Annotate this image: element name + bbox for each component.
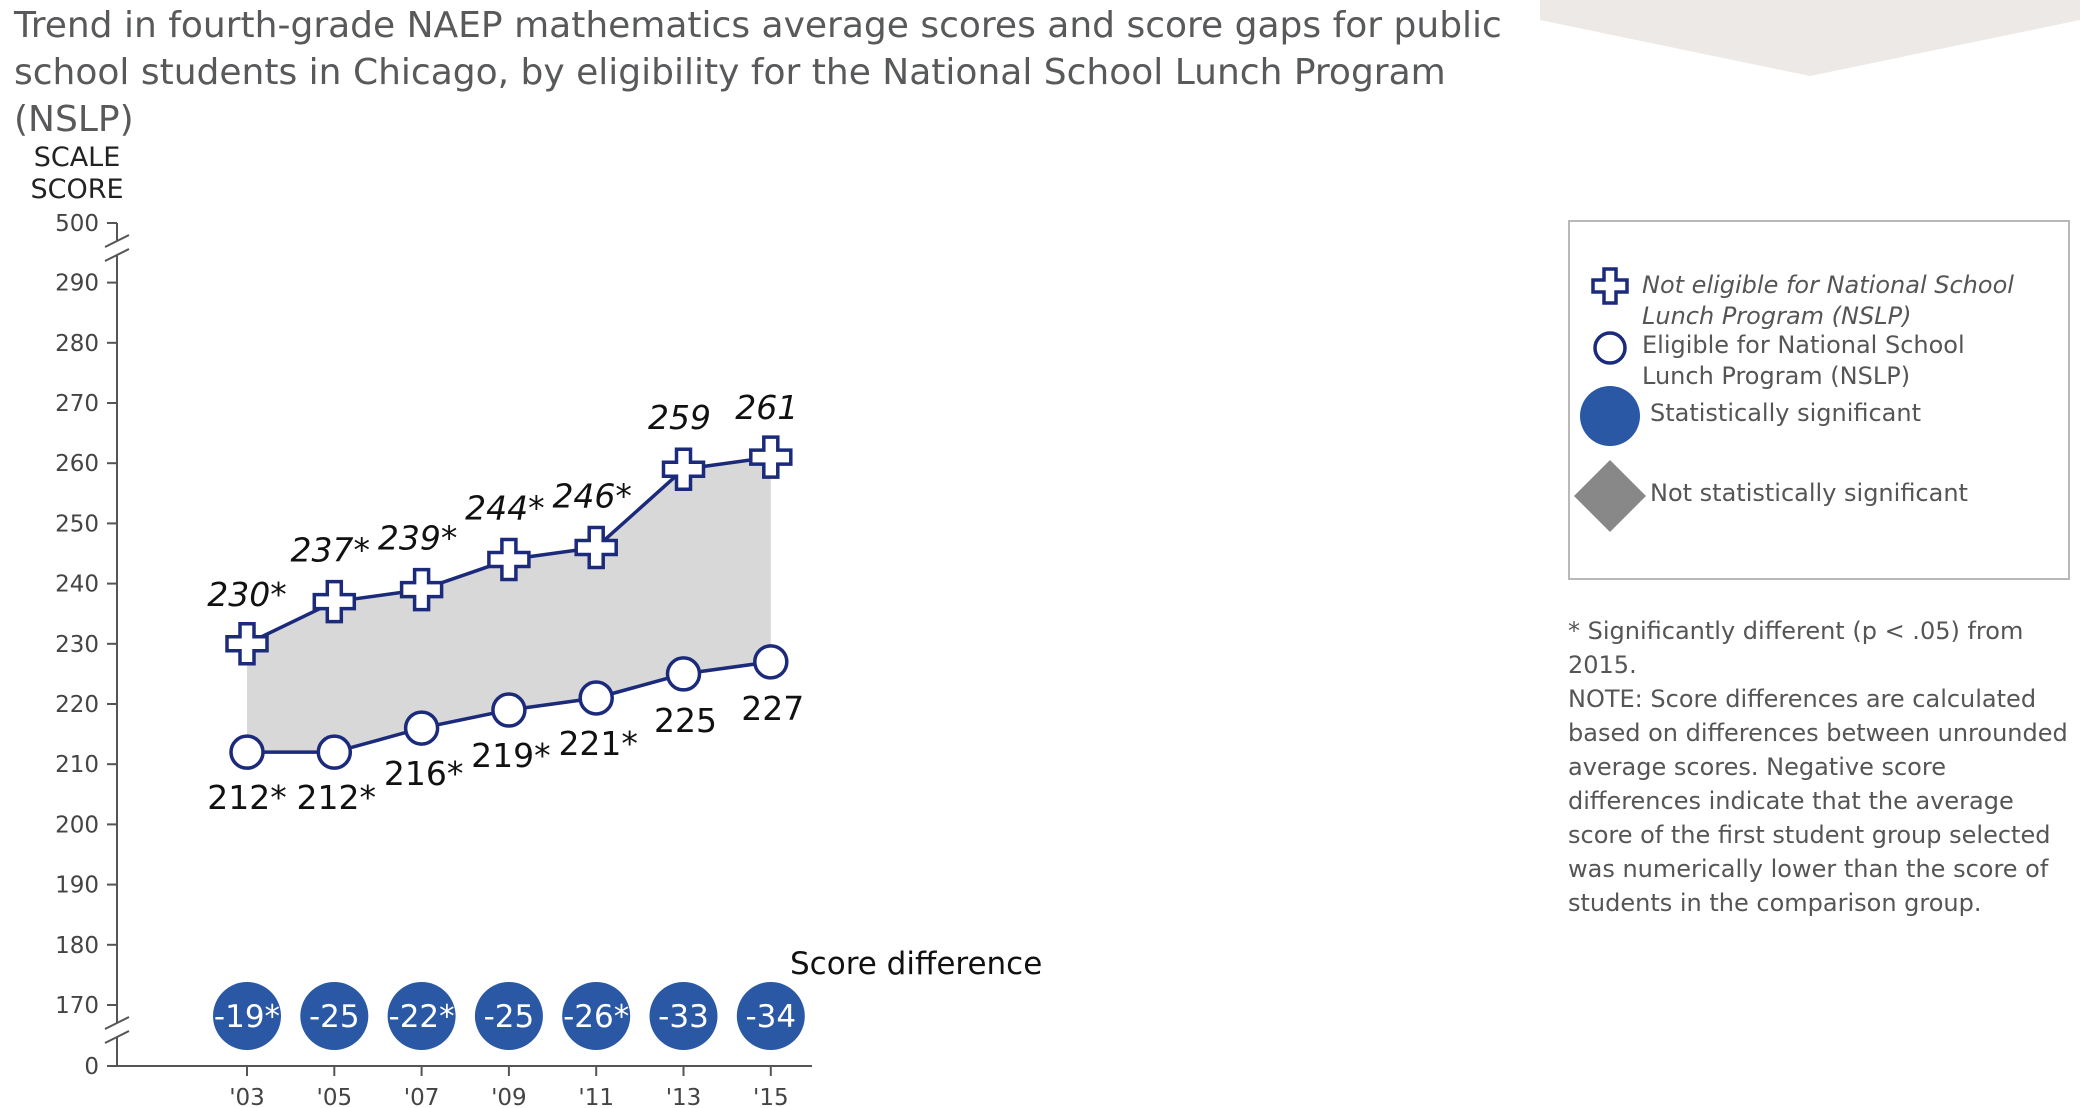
score-difference-value: -25 [484,999,535,1035]
circle-marker [316,734,353,770]
score-difference-note: NOTE: Score differences are calculated b… [1568,685,2068,917]
circle-marker [491,692,527,728]
y-tick-label: 200 [55,812,99,838]
eligible-value-label: 212* [207,778,287,817]
y-tick-label: 170 [55,993,99,1019]
not-eligible-value-label: 244* [465,489,545,528]
axis-break-mark [104,1016,130,1030]
score-difference-value: -25 [309,999,360,1035]
eligible-value-label: 216* [384,754,464,793]
score-difference-circle [649,982,718,1050]
score-difference-circle [213,982,281,1050]
y-tick-label: 500 [55,211,99,237]
y-tick-label: 190 [55,873,99,899]
circle-marker [665,656,702,692]
cross-marker [312,579,357,624]
cross-marker [225,622,269,666]
y-tick-label: 250 [55,511,99,537]
legend-not-eligible-label: Not eligible for National School Lunch P… [1642,271,2014,330]
axis-break-mark [104,248,130,262]
circle-marker-icon [1593,331,1627,365]
eligible-value-label: 227 [741,689,804,728]
x-tick-label: '11 [578,1085,614,1108]
cross-marker [399,567,444,612]
circle-marker [578,680,614,716]
legend-eligible-label: Eligible for National School Lunch Progr… [1642,331,1965,390]
y-tick-label: 230 [55,632,99,658]
chart-title: Trend in fourth-grade NAEP mathematics a… [14,5,1502,140]
cross-marker [574,525,618,570]
score-difference-value: -22* [389,999,455,1035]
axis-break-mark [104,234,130,248]
legend: Not eligible for National School Lunch P… [1568,220,2070,580]
header-banner-shape [1540,0,2080,76]
y-axis-title-line: SCALE [34,142,121,173]
score-difference-circle [387,982,456,1050]
not-significant-diamond-icon [1574,460,1646,532]
x-tick-label: '15 [753,1085,789,1108]
score-difference-row: Score difference -19* -25 -22* -25 -26* -33 -34 [213,946,1042,1050]
footnotes: * Significantly different (p < .05) from… [1568,614,2068,920]
axis-break-mark [104,1030,130,1044]
circle-marker [753,644,789,680]
cross-marker-icon [1591,267,1629,305]
x-tick-label: '03 [229,1085,265,1108]
x-tick-label: '13 [666,1085,702,1108]
y-tick-label: 220 [55,692,99,718]
cross-marker [661,447,706,491]
cross-marker [749,435,793,479]
gap-shading [247,457,771,753]
not-eligible-value-label: 239* [378,519,458,558]
y-axis-title-line: SCORE [30,174,123,205]
eligible-value-label: 225 [654,701,717,740]
significance-note: * Significantly different (p < .05) from… [1568,617,2024,679]
eligible-value-label: 219* [471,736,551,775]
score-difference-circle [562,982,631,1050]
x-tick-label: '05 [317,1085,353,1108]
not-eligible-value-label: 230* [207,575,287,614]
cross-marker [487,537,531,582]
score-difference-value: -34 [745,999,796,1035]
not-eligible-value-label: 246* [552,476,632,515]
y-tick-label: 260 [55,451,99,477]
series-markers [225,435,793,770]
circle-marker [229,734,265,770]
y-tick-label: 180 [55,933,99,959]
score-difference-value: -33 [658,999,709,1035]
score-difference-label: Score difference [790,946,1042,982]
y-tick-label: 240 [55,572,99,598]
score-difference-value: -19* [214,999,280,1035]
score-difference-circle [736,982,805,1050]
legend-not-significant-label: Not statistically significant [1650,479,1968,507]
eligible-value-label: 221* [558,724,638,763]
score-difference-circle [300,982,369,1050]
significant-circle-icon [1580,386,1640,446]
score-difference-circle [474,982,543,1050]
y-tick-label: 0 [84,1054,99,1080]
not-eligible-value-label: 237* [291,531,371,570]
x-tick-label: '09 [491,1085,527,1108]
eligible-value-label: 212* [297,778,377,817]
legend-significant-label: Statistically significant [1650,399,1922,427]
y-tick-label: 210 [55,752,99,778]
axes: 0 170 180 190 200 210 220 230 240 250 260 270 280 290… [55,211,812,1108]
gap-area [247,457,771,753]
not-eligible-value-label: 261 [735,388,798,427]
y-tick-label: 280 [55,331,99,357]
y-tick-label: 290 [55,271,99,297]
not-eligible-value-label: 259 [648,398,711,437]
y-tick-label: 270 [55,391,99,417]
score-difference-value: -26* [563,999,629,1035]
x-tick-label: '07 [404,1085,440,1108]
circle-marker [403,710,440,746]
